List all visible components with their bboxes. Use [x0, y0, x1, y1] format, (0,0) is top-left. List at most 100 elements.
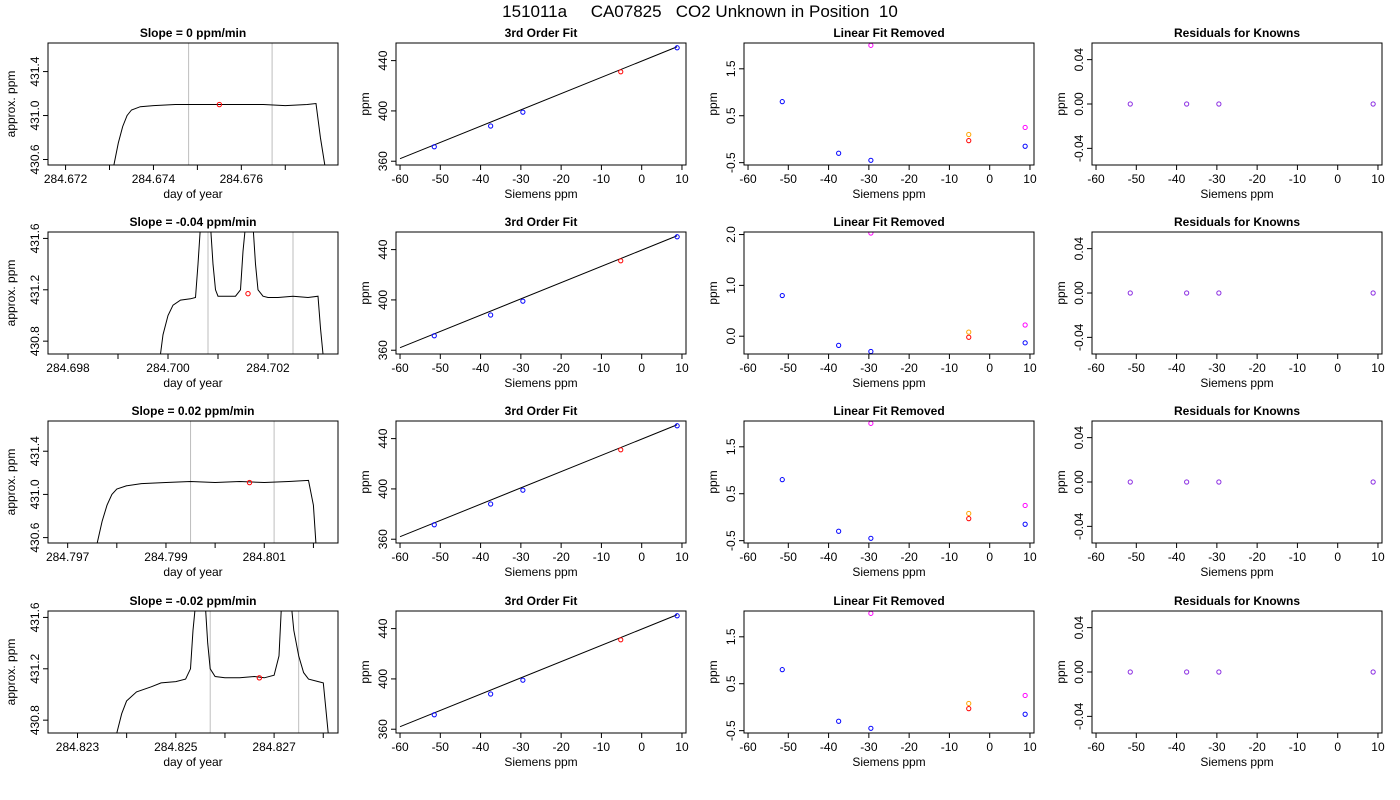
x-tick-label: -20	[552, 361, 570, 375]
y-tick-label: 431.2	[28, 653, 42, 683]
x-tick-label: 0	[986, 550, 993, 564]
purple-point	[1184, 290, 1190, 296]
x-tick-label: -10	[1289, 172, 1307, 186]
magenta-point	[1022, 692, 1028, 699]
x-axis-label: Siemens ppm	[504, 755, 577, 769]
panel-2-1: 3rd Order Fit -60 -50 -40 -30 -20 -10 0 10 Siemen…	[358, 404, 689, 579]
x-tick-label: -30	[512, 361, 530, 375]
panel-title: Residuals for Knowns	[1174, 594, 1300, 608]
x-axis-label: Siemens ppm	[504, 187, 577, 201]
y-tick-label: -0.04	[1072, 512, 1086, 540]
purple-point	[1127, 669, 1133, 675]
purple-point	[1127, 290, 1133, 296]
x-tick-label: 0	[986, 740, 993, 754]
x-tick-label: -20	[900, 172, 918, 186]
x-tick-label: 10	[1023, 740, 1037, 754]
x-tick-label: -60	[391, 740, 409, 754]
x-tick-label: -60	[1087, 172, 1105, 186]
known-point	[836, 150, 842, 156]
plot-frame	[395, 42, 687, 166]
panel-3-0: Slope = -0.02 ppm/min 284.823 284.825 284.8…	[4, 594, 339, 769]
purple-point	[1127, 101, 1133, 107]
concentration-trace	[116, 611, 329, 733]
plot-data	[399, 234, 680, 349]
x-tick-label: 0	[986, 361, 993, 375]
panel-title: Slope = -0.02 ppm/min	[129, 594, 256, 608]
panel-2-2: Linear Fit Removed -60 -50 -40 -30 -20 -10 0 10 S…	[706, 404, 1037, 579]
y-axis-label: approx. ppm	[4, 260, 18, 327]
x-tick-label: -30	[512, 172, 530, 186]
panel-1-1: 3rd Order Fit -60 -50 -40 -30 -20 -10 0 10 Siemen…	[358, 215, 689, 390]
x-axis-label: Siemens ppm	[504, 376, 577, 390]
y-tick-label: -0.04	[1072, 702, 1086, 730]
known-point	[868, 535, 874, 541]
x-tick-label: -40	[1168, 550, 1186, 564]
x-axis-label: Siemens ppm	[852, 755, 925, 769]
x-tick-label: -60	[1087, 550, 1105, 564]
y-tick-label: 0.5	[724, 107, 738, 124]
plot-data	[779, 232, 1028, 354]
x-tick-label: 10	[1371, 172, 1385, 186]
unknown-point	[618, 258, 624, 264]
x-tick-label: -20	[900, 550, 918, 564]
x-tick-label: 10	[675, 550, 689, 564]
x-tick-label: -40	[472, 740, 490, 754]
y-axis-label: approx. ppm	[4, 71, 18, 138]
x-tick-label: 10	[1023, 172, 1037, 186]
magenta-point	[1022, 124, 1028, 131]
plot-frame	[743, 610, 1035, 734]
unknown-point	[966, 516, 972, 522]
plot-data	[1127, 669, 1376, 675]
unknown-point	[966, 334, 972, 340]
x-tick-label: -30	[860, 361, 878, 375]
purple-point	[1370, 101, 1376, 107]
known-point	[779, 292, 785, 299]
purple-point	[1216, 101, 1222, 107]
x-tick-label: -60	[1087, 361, 1105, 375]
plot-frame	[47, 42, 339, 166]
purple-point	[1216, 669, 1222, 675]
mean-marker	[246, 479, 253, 486]
known-point	[488, 123, 494, 129]
panel-1-0: Slope = -0.04 ppm/min 284.698 284.700 284.7…	[4, 215, 339, 390]
y-tick-label: 0.5	[724, 675, 738, 692]
known-point	[868, 725, 874, 731]
panel-title: Linear Fit Removed	[833, 26, 944, 40]
x-axis-label: Siemens ppm	[852, 376, 925, 390]
panel-title: 3rd Order Fit	[505, 26, 578, 40]
x-tick-label: 284.797	[46, 550, 90, 564]
orange-point	[966, 510, 972, 517]
y-axis-label: ppm	[1054, 92, 1068, 115]
known-point	[520, 298, 526, 304]
x-tick-label: 0	[638, 550, 645, 564]
mean-marker	[216, 101, 223, 108]
y-tick-label: 0.00	[1072, 470, 1086, 494]
x-tick-label: -50	[780, 172, 798, 186]
x-axis-label: Siemens ppm	[1200, 755, 1273, 769]
y-tick-label: 0.04	[1072, 616, 1086, 640]
plot-data	[779, 43, 1028, 163]
known-point	[1022, 521, 1028, 527]
x-tick-label: -60	[739, 550, 757, 564]
x-tick-label: 0	[638, 361, 645, 375]
x-tick-label: 0	[1334, 172, 1341, 186]
x-tick-label: -10	[941, 172, 959, 186]
known-point	[674, 423, 680, 429]
y-tick-label: 0.0	[724, 328, 738, 345]
y-tick-label: 1.5	[724, 60, 738, 77]
plot-frame	[1091, 231, 1383, 355]
plot-data	[96, 479, 317, 543]
panel-1-3: Residuals for Knowns -60 -50 -40 -30 -20 -10 0 1…	[1054, 215, 1385, 390]
x-tick-label: -40	[820, 361, 838, 375]
y-axis-label: ppm	[706, 281, 720, 304]
fit-line	[399, 614, 678, 728]
known-point	[836, 718, 842, 724]
panel-title: Slope = 0.02 ppm/min	[131, 404, 254, 418]
y-tick-label: 400	[376, 290, 390, 310]
x-tick-label: -60	[739, 361, 757, 375]
x-tick-label: 0	[1334, 550, 1341, 564]
plot-data	[1127, 479, 1376, 485]
fit-line	[399, 235, 678, 349]
y-axis-label: ppm	[1054, 470, 1068, 493]
x-tick-label: 0	[638, 172, 645, 186]
